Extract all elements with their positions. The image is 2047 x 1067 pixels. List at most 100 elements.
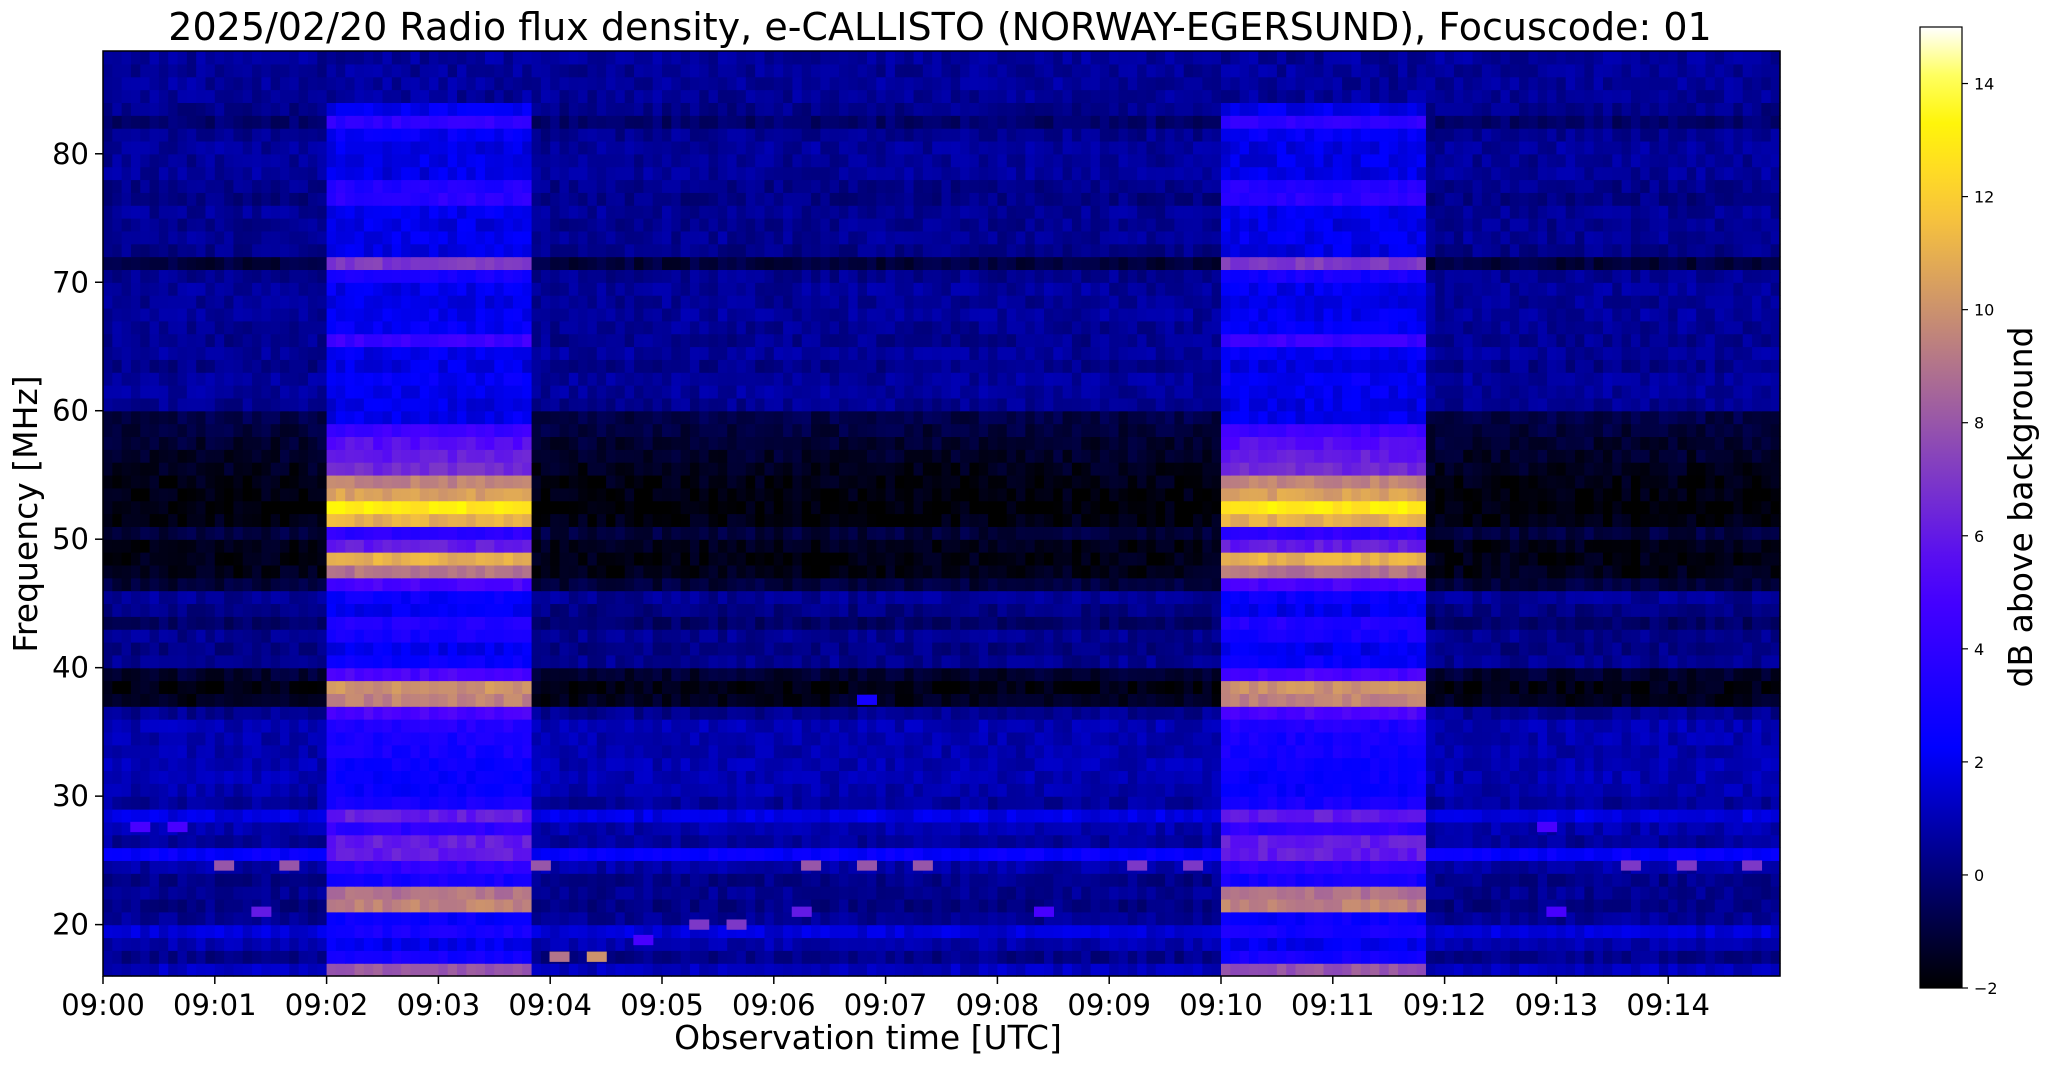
heatmap-cell bbox=[1528, 860, 1539, 874]
heatmap-cell bbox=[829, 744, 840, 759]
heatmap-cell bbox=[1071, 654, 1082, 669]
heatmap-cell bbox=[801, 796, 812, 810]
heatmap-cell bbox=[1295, 680, 1306, 694]
heatmap-cell bbox=[335, 937, 346, 951]
heatmap-cell bbox=[997, 719, 1008, 733]
heatmap-cell bbox=[130, 808, 141, 823]
heatmap-cell bbox=[652, 911, 663, 926]
heatmap-cell bbox=[1221, 719, 1231, 733]
heatmap-cell bbox=[1724, 783, 1735, 797]
heatmap-cell bbox=[1575, 898, 1585, 913]
heatmap-cell bbox=[1193, 783, 1203, 797]
heatmap-cell bbox=[1062, 886, 1073, 900]
heatmap-cell bbox=[1071, 770, 1082, 784]
heatmap-cell bbox=[1323, 911, 1334, 926]
heatmap-cell bbox=[270, 667, 281, 682]
heatmap-cell bbox=[252, 667, 262, 682]
heatmap-cell bbox=[1481, 731, 1492, 746]
heatmap-cell bbox=[662, 847, 672, 861]
heatmap-cell bbox=[606, 731, 617, 746]
heatmap-cell bbox=[1202, 963, 1213, 977]
heatmap-cell bbox=[1370, 821, 1380, 836]
heatmap-cell bbox=[783, 757, 794, 772]
heatmap-cell bbox=[447, 757, 458, 772]
heatmap-cell bbox=[1752, 770, 1762, 784]
heatmap-cell bbox=[606, 796, 617, 810]
heatmap-cell bbox=[531, 963, 542, 977]
heatmap-cell bbox=[1276, 924, 1287, 939]
heatmap-cell bbox=[382, 731, 393, 746]
heatmap-cell bbox=[1043, 770, 1054, 784]
heatmap-cell bbox=[1407, 873, 1418, 887]
heatmap-cell bbox=[839, 834, 849, 849]
heatmap-cell bbox=[140, 757, 151, 772]
heatmap-cell bbox=[866, 744, 877, 759]
heatmap-cell bbox=[1146, 731, 1157, 746]
heatmap-cell bbox=[1388, 834, 1399, 849]
heatmap-cell bbox=[317, 898, 328, 913]
heatmap-cell bbox=[1444, 950, 1455, 964]
heatmap-cell bbox=[1025, 770, 1036, 784]
heatmap-cell bbox=[1351, 680, 1362, 694]
heatmap-cell bbox=[261, 821, 272, 836]
heatmap-cell bbox=[1016, 924, 1026, 939]
heatmap-cell bbox=[1519, 963, 1530, 977]
heatmap-cell bbox=[121, 719, 132, 733]
heatmap-cell bbox=[484, 680, 495, 694]
heatmap-cell bbox=[1696, 847, 1707, 861]
heatmap-cell bbox=[1342, 950, 1353, 964]
heatmap-cell bbox=[363, 680, 374, 694]
heatmap-cell bbox=[1425, 847, 1436, 861]
heatmap-cell bbox=[773, 937, 784, 951]
heatmap-cell bbox=[475, 834, 486, 849]
heatmap-cell bbox=[242, 821, 253, 836]
heatmap-cell bbox=[1267, 873, 1278, 887]
heatmap-cell bbox=[978, 783, 989, 797]
heatmap-cell bbox=[1416, 641, 1427, 656]
heatmap-cell bbox=[1668, 808, 1679, 823]
heatmap-cell bbox=[1025, 731, 1036, 746]
heatmap-cell bbox=[1649, 898, 1660, 913]
heatmap-cell bbox=[717, 693, 728, 707]
heatmap-cell bbox=[857, 783, 868, 797]
heatmap-cell bbox=[242, 834, 253, 849]
heatmap-cell bbox=[1500, 886, 1511, 900]
heatmap-cell bbox=[1398, 924, 1408, 939]
heatmap-cell bbox=[1016, 757, 1026, 772]
heatmap-cell bbox=[1649, 731, 1660, 746]
heatmap-cell bbox=[1025, 963, 1036, 977]
heatmap-cell bbox=[419, 783, 430, 797]
heatmap-cell bbox=[783, 641, 794, 656]
heatmap-cell bbox=[866, 873, 877, 887]
heatmap-cell bbox=[1686, 796, 1697, 810]
heatmap-cell bbox=[289, 873, 300, 887]
heatmap-cell bbox=[177, 629, 188, 643]
heatmap-cell bbox=[1034, 770, 1045, 784]
heatmap-cell bbox=[270, 616, 281, 630]
heatmap-cell bbox=[885, 860, 896, 874]
heatmap-cell bbox=[317, 706, 328, 720]
heatmap-cell bbox=[1090, 757, 1101, 772]
heatmap-cell bbox=[1472, 847, 1483, 861]
heatmap-cell bbox=[1174, 629, 1185, 643]
heatmap-cell bbox=[1509, 886, 1520, 900]
heatmap-cell bbox=[1276, 719, 1287, 733]
heatmap-cell bbox=[811, 770, 821, 784]
heatmap-cell bbox=[1314, 770, 1325, 784]
heatmap-cell bbox=[354, 731, 365, 746]
heatmap-cell bbox=[1491, 706, 1502, 720]
heatmap-cell bbox=[419, 757, 430, 772]
heatmap-cell bbox=[717, 911, 728, 926]
heatmap-cell bbox=[373, 731, 384, 746]
heatmap-cell bbox=[745, 654, 756, 669]
heatmap-cell bbox=[652, 796, 663, 810]
heatmap-cell bbox=[997, 744, 1008, 759]
heatmap-cell bbox=[932, 654, 943, 669]
heatmap-cell bbox=[1248, 834, 1259, 849]
heatmap-cell bbox=[457, 808, 467, 823]
heatmap-cell bbox=[550, 629, 561, 643]
heatmap-cell bbox=[1360, 937, 1371, 951]
heatmap-cell bbox=[1649, 744, 1660, 759]
heatmap-cell bbox=[1593, 834, 1604, 849]
heatmap-cell bbox=[1733, 667, 1744, 682]
